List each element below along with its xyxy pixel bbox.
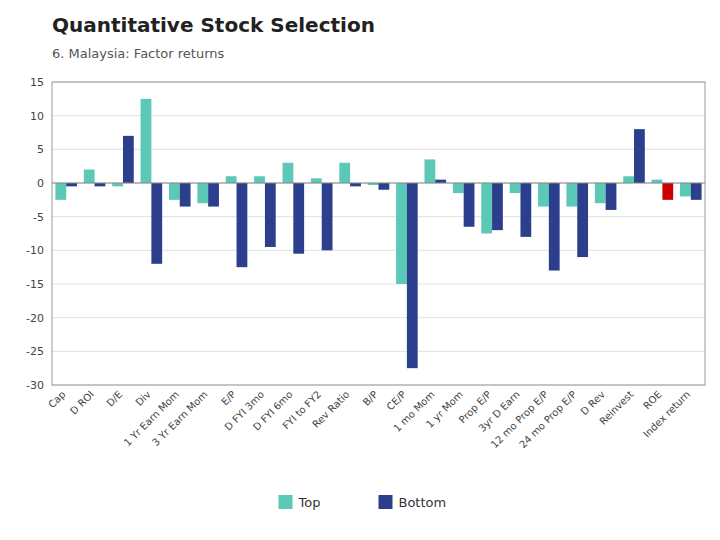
x-tick-label: 1 yr Mom (424, 389, 465, 430)
grid-line (52, 351, 705, 352)
bar (595, 183, 606, 203)
grid-line (52, 250, 705, 251)
y-tick-label: -20 (26, 312, 44, 325)
bar (520, 183, 531, 237)
bar (396, 183, 407, 284)
bar (424, 159, 435, 183)
bar (481, 183, 492, 234)
bar (623, 176, 634, 183)
grid-line (52, 284, 705, 285)
bar (283, 163, 294, 183)
title: Quantitative Stock Selection (52, 13, 375, 37)
x-tick-label: CE/P (384, 389, 408, 413)
x-tick-label: E/P (219, 389, 238, 408)
bar (680, 183, 691, 196)
x-tick-label: ROE (641, 389, 664, 412)
legend: Top Bottom (279, 495, 447, 510)
bar (112, 183, 123, 186)
bar (141, 99, 152, 183)
legend-swatch (379, 495, 393, 509)
bar (435, 180, 446, 183)
bar (208, 183, 219, 207)
bar (464, 183, 475, 227)
bar (66, 183, 77, 186)
y-tick-label: -5 (33, 211, 44, 224)
bar (180, 183, 191, 207)
bar (237, 183, 248, 267)
y-tick-label: -30 (26, 379, 44, 392)
y-tick-label: -10 (26, 244, 44, 257)
bar (339, 163, 350, 183)
grid-line (52, 216, 705, 217)
bar (652, 180, 663, 183)
x-tick-label: 3 Yr Earn Mom (150, 389, 210, 449)
zero-line (52, 183, 705, 184)
bar (293, 183, 304, 254)
bar (492, 183, 503, 230)
bars (55, 99, 701, 368)
x-tick-label: Index return (641, 389, 692, 440)
grid (52, 82, 705, 385)
bar (311, 178, 322, 183)
bar (123, 136, 134, 183)
y-tick-label: 10 (30, 110, 44, 123)
bar (453, 183, 464, 193)
bar (379, 183, 390, 190)
bar (226, 176, 237, 183)
chart: Quantitative Stock Selection 6. Malaysia:… (0, 0, 720, 540)
bar (95, 183, 106, 186)
x-tick-label: B/P (361, 389, 380, 408)
grid-line (52, 183, 705, 184)
x-tick-label: 24 mo Prop E/P (517, 389, 579, 451)
x-tick-label: D/E (104, 389, 124, 409)
bar (197, 183, 208, 203)
bar (254, 176, 265, 183)
y-tick-label: -25 (26, 345, 44, 358)
legend-swatch (279, 495, 293, 509)
bar (265, 183, 276, 247)
bar (538, 183, 549, 207)
x-tick-label: D ROI (68, 389, 96, 417)
y-tick-label: 0 (37, 177, 44, 190)
bar (566, 183, 577, 207)
bar (549, 183, 560, 271)
bar (84, 170, 95, 183)
bar (151, 183, 162, 264)
subtitle: 6. Malaysia: Factor returns (52, 46, 225, 61)
bar (606, 183, 617, 210)
bar (577, 183, 588, 257)
x-tick-label: Div (133, 389, 152, 408)
bar (169, 183, 180, 200)
x-tick-label: Rev Ratio (310, 389, 351, 430)
bar (662, 183, 673, 200)
bar (350, 183, 361, 186)
legend-label: Top (298, 495, 321, 510)
x-tick-label: Cap (46, 389, 68, 411)
bar (407, 183, 418, 368)
x-tick-label: Reinvest (597, 389, 635, 427)
bar (510, 183, 521, 193)
grid-line (52, 317, 705, 318)
y-tick-label: 5 (37, 143, 44, 156)
y-tick-label: -15 (26, 278, 44, 291)
bar (634, 129, 645, 183)
bar (322, 183, 333, 250)
bar (55, 183, 66, 200)
bar (691, 183, 702, 200)
plot-frame (52, 82, 705, 385)
y-tick-label: 15 (30, 76, 44, 89)
legend-label: Bottom (399, 495, 447, 510)
